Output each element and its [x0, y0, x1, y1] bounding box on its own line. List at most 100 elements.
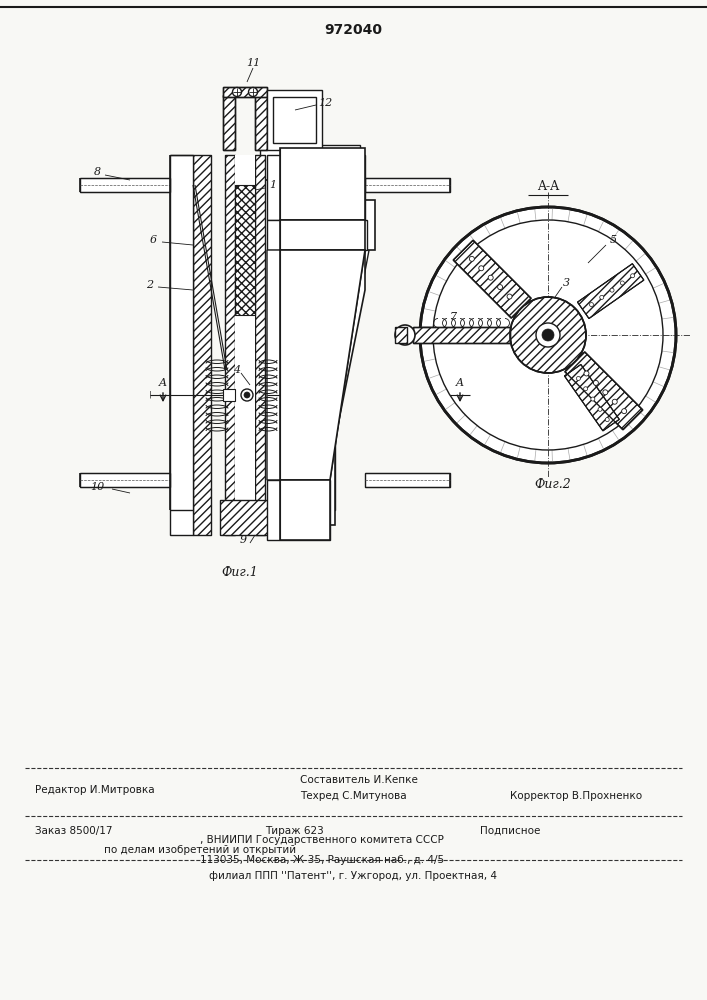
Bar [235, 185, 255, 315]
Text: 113035, Москва, Ж-35, Раушская наб., д. 4/5: 113035, Москва, Ж-35, Раушская наб., д. … [200, 855, 444, 865]
Text: 4: 4 [233, 365, 240, 375]
Text: 2: 2 [146, 280, 153, 290]
Circle shape [489, 275, 493, 280]
Circle shape [605, 418, 609, 422]
Text: Фиг.1: Фиг.1 [221, 566, 258, 580]
Bar [235, 185, 255, 315]
Circle shape [536, 323, 560, 347]
Circle shape [542, 329, 554, 341]
Text: Фиг.2: Фиг.2 [534, 479, 571, 491]
Text: филиал ППП ''Патент'', г. Ужгород, ул. Проектная, 4: филиал ППП ''Патент'', г. Ужгород, ул. П… [209, 871, 497, 881]
Text: 972040: 972040 [324, 23, 382, 37]
Polygon shape [260, 145, 360, 210]
Text: 5: 5 [609, 235, 617, 245]
Bar [280, 148, 365, 220]
Circle shape [584, 371, 589, 376]
Circle shape [603, 390, 608, 395]
Circle shape [244, 392, 250, 398]
Polygon shape [578, 264, 644, 319]
Circle shape [248, 88, 257, 97]
Polygon shape [565, 352, 643, 430]
Circle shape [507, 294, 512, 299]
Text: A-A: A-A [537, 180, 559, 194]
Bar [170, 155, 193, 535]
Polygon shape [260, 210, 370, 245]
Bar [193, 155, 211, 535]
Polygon shape [564, 364, 619, 431]
Circle shape [621, 409, 626, 414]
Polygon shape [453, 240, 531, 318]
Circle shape [233, 88, 242, 97]
Polygon shape [260, 430, 335, 510]
Text: A: A [456, 378, 464, 388]
Text: A: A [159, 378, 167, 388]
Bar [193, 155, 211, 535]
Text: Редактор И.Митровка: Редактор И.Митровка [35, 785, 155, 795]
Text: 10: 10 [90, 482, 104, 492]
Bar [223, 95, 235, 150]
Bar [225, 155, 235, 535]
Bar [255, 95, 267, 150]
Bar [223, 389, 235, 401]
Bar [220, 500, 270, 535]
Circle shape [631, 274, 635, 278]
Circle shape [576, 376, 580, 380]
Bar [267, 220, 367, 250]
Circle shape [612, 399, 617, 404]
Text: 1: 1 [269, 180, 276, 190]
Polygon shape [260, 180, 375, 525]
Polygon shape [280, 250, 365, 480]
Text: 9: 9 [240, 535, 247, 545]
Text: Корректор В.Прохненко: Корректор В.Прохненко [510, 791, 642, 801]
Bar [273, 97, 316, 143]
Circle shape [479, 266, 484, 271]
Text: 7: 7 [450, 312, 457, 322]
Bar [223, 95, 235, 150]
Bar [223, 87, 267, 97]
Circle shape [598, 407, 602, 411]
Circle shape [420, 207, 676, 463]
Circle shape [395, 325, 415, 345]
Bar [255, 95, 267, 150]
Bar [267, 480, 330, 540]
Bar [223, 87, 267, 97]
Text: по делам изобретений и открытий: по делам изобретений и открытий [104, 845, 296, 855]
Polygon shape [267, 250, 365, 480]
Bar [413, 327, 510, 343]
Bar [267, 90, 322, 150]
Bar [395, 327, 407, 343]
Circle shape [590, 303, 593, 307]
Text: |: | [148, 391, 151, 399]
Bar [267, 155, 365, 220]
Bar [365, 473, 450, 487]
Circle shape [510, 297, 586, 373]
Bar [80, 473, 170, 487]
Circle shape [620, 281, 624, 285]
Bar [225, 155, 235, 535]
Circle shape [610, 288, 614, 292]
Bar [80, 178, 170, 192]
Bar [365, 178, 450, 192]
Text: Тираж 623: Тираж 623 [265, 826, 324, 836]
Text: 12: 12 [318, 98, 332, 108]
Bar [280, 220, 365, 250]
Bar [255, 155, 265, 535]
Bar [255, 155, 265, 535]
Circle shape [498, 285, 503, 290]
Text: 8: 8 [93, 167, 100, 177]
Bar [280, 480, 330, 540]
Bar [220, 500, 270, 535]
Bar [235, 155, 255, 535]
Polygon shape [260, 245, 370, 430]
Text: 3: 3 [563, 278, 570, 288]
Text: Заказ 8500/17: Заказ 8500/17 [35, 826, 112, 836]
Circle shape [593, 380, 598, 385]
Bar [413, 327, 510, 343]
Circle shape [241, 389, 253, 401]
Text: 11: 11 [246, 58, 260, 68]
Text: Подписное: Подписное [480, 826, 540, 836]
Text: Составитель И.Кепке: Составитель И.Кепке [300, 775, 418, 785]
Text: , ВНИИПИ Государственного комитета СССР: , ВНИИПИ Государственного комитета СССР [200, 835, 444, 845]
Bar [413, 327, 510, 343]
Bar [395, 327, 407, 343]
